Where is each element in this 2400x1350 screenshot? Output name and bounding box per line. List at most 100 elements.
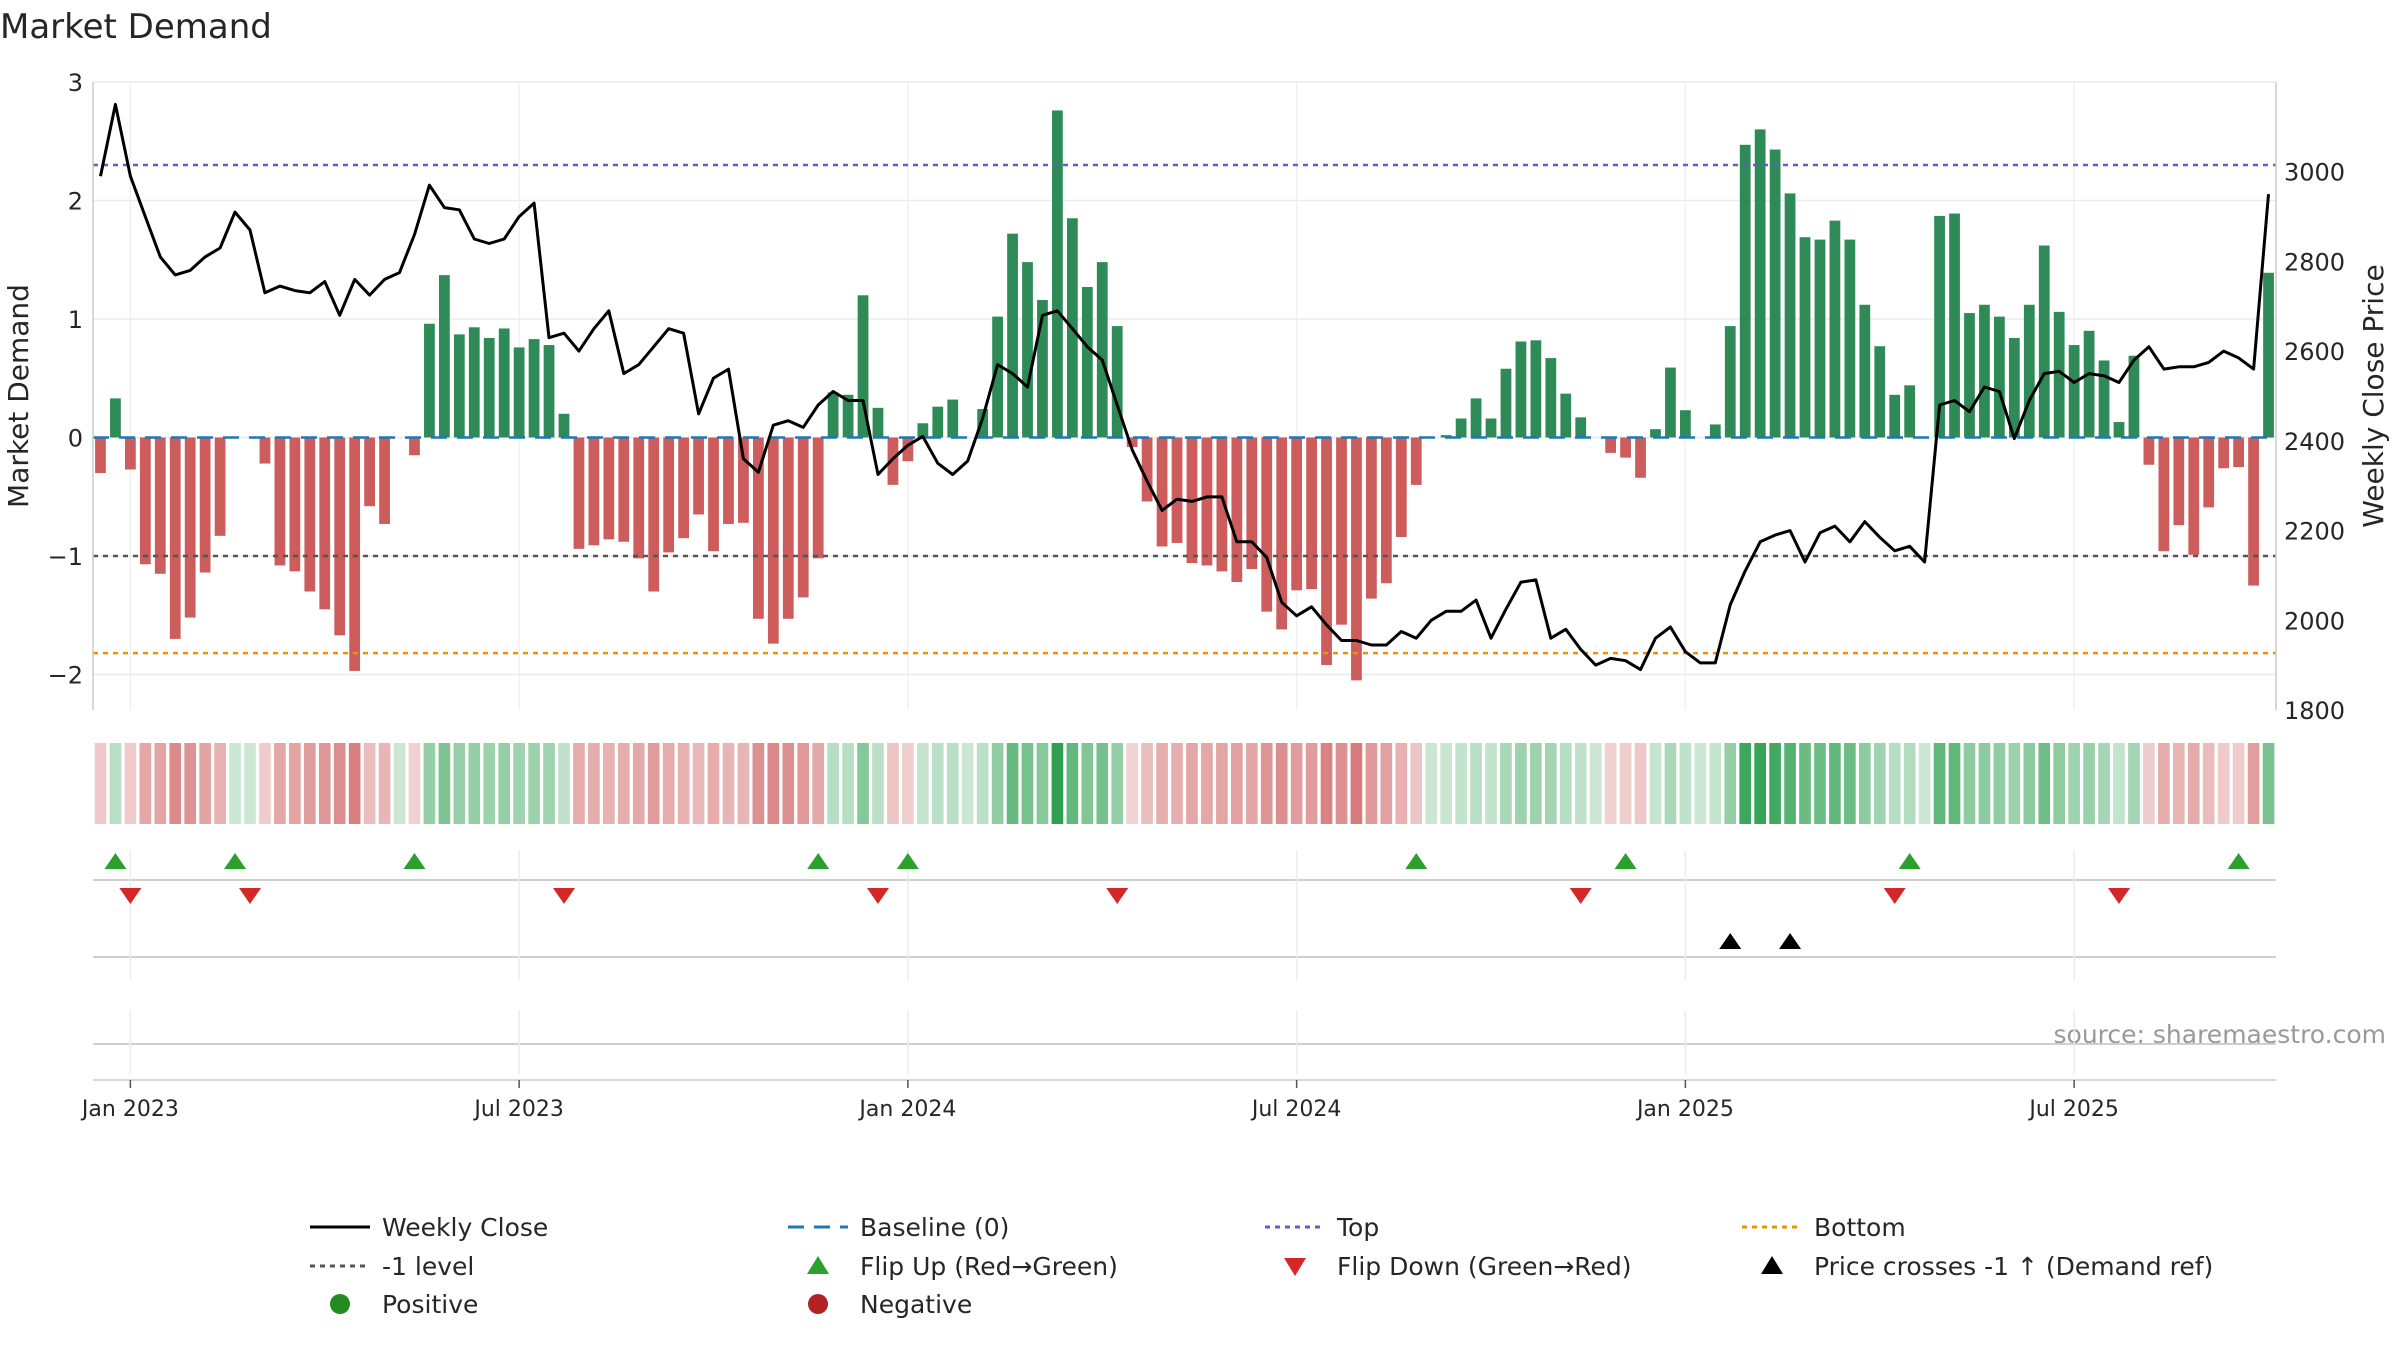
- strip-cell: [184, 743, 197, 824]
- negative-bar: [199, 437, 211, 573]
- flip-down-marker: [119, 888, 142, 904]
- positive-bar: [1889, 394, 1901, 438]
- positive-bar: [558, 413, 570, 438]
- negative-bar: [379, 437, 390, 524]
- strip-cell: [109, 743, 122, 824]
- x-tick-label: Jul 2023: [472, 1097, 564, 1122]
- negative-bar: [782, 437, 794, 619]
- positive-bar: [2023, 304, 2035, 438]
- strip-cell: [1470, 743, 1482, 824]
- flip-down-marker: [1106, 888, 1129, 904]
- strip-cell: [244, 743, 256, 824]
- positive-bar: [2098, 360, 2110, 438]
- flip-up-marker: [807, 853, 830, 869]
- strip-cell: [1933, 743, 1946, 824]
- negative-bar: [274, 437, 286, 566]
- strip-cell: [692, 743, 705, 824]
- price-series: [99, 102, 2270, 672]
- strip-cell: [2053, 743, 2066, 824]
- negative-bar: [902, 437, 914, 462]
- positive-bar: [1709, 424, 1721, 438]
- positive-bar: [1560, 393, 1572, 438]
- strip-cell: [2247, 743, 2260, 824]
- strip-cell: [274, 743, 286, 824]
- positive-bar: [1022, 262, 1033, 438]
- negative-bar: [1141, 437, 1153, 502]
- negative-bar: [1171, 437, 1183, 543]
- positive-bar: [1724, 326, 1736, 438]
- positive-bar: [1814, 239, 1826, 438]
- positive-bar: [2008, 337, 2020, 438]
- positive-bar: [1829, 220, 1841, 438]
- strip-cell: [2232, 743, 2245, 824]
- negative-bar: [1366, 437, 1377, 599]
- negative-bar: [678, 437, 689, 539]
- strip-cell: [1201, 743, 1213, 824]
- positive-bar: [1052, 110, 1063, 438]
- strip-cell: [2143, 743, 2155, 824]
- strip-cell: [154, 743, 167, 824]
- strip-cell: [1858, 743, 1871, 824]
- legend: Weekly Close Baseline (0) Top Bottom -1 leve…: [310, 1213, 2213, 1319]
- legend-label: Bottom: [1814, 1213, 1906, 1242]
- negative-bar: [588, 437, 600, 546]
- positive-bar: [1650, 429, 1661, 438]
- positive-bar: [1500, 368, 1512, 438]
- x-tick-label: Jan 2024: [857, 1097, 956, 1122]
- negative-bar: [663, 437, 675, 553]
- strip-cell: [1634, 743, 1647, 824]
- strip-cell: [722, 743, 735, 824]
- negative-bar: [334, 437, 346, 636]
- strip-cell: [1365, 743, 1378, 824]
- positive-bar: [932, 406, 944, 438]
- positive-bar: [2083, 330, 2095, 438]
- strip-cell: [842, 743, 854, 824]
- demand-color-strip: [94, 743, 2275, 824]
- strip-cell: [408, 743, 421, 824]
- legend-flip-down-icon: [1284, 1258, 1306, 1276]
- strip-cell: [2202, 743, 2215, 824]
- positive-bar: [1470, 398, 1482, 438]
- strip-cell: [1709, 743, 1722, 824]
- y-tick-label: 2: [68, 187, 83, 215]
- y2-tick-label: 1800: [2284, 697, 2345, 725]
- strip-cell: [991, 743, 1004, 824]
- negative-bar: [1620, 437, 1631, 458]
- negative-bar: [2218, 437, 2230, 469]
- strip-cell: [558, 743, 570, 824]
- positive-bar: [977, 409, 989, 438]
- flip-down-marker: [1569, 888, 1592, 904]
- strip-cell: [1694, 743, 1707, 824]
- negative-bar: [1380, 437, 1392, 584]
- strip-cell: [1918, 743, 1931, 824]
- y-axis-label: Market Demand: [2, 284, 35, 508]
- strip-cell: [707, 743, 720, 824]
- strip-cell: [812, 743, 825, 824]
- strip-cell: [573, 743, 585, 824]
- positive-bar: [513, 347, 525, 438]
- strip-cell: [124, 743, 137, 824]
- strip-cell: [917, 743, 929, 824]
- strip-cell: [782, 743, 795, 824]
- strip-cell: [677, 743, 690, 824]
- strip-cell: [2187, 743, 2200, 824]
- negative-bar: [214, 437, 226, 536]
- negative-bar: [1321, 437, 1332, 665]
- legend-label: Price crosses -1 ↑ (Demand ref): [1814, 1252, 2213, 1281]
- strip-cell: [1589, 743, 1602, 824]
- strip-cell: [139, 743, 152, 824]
- negative-bar: [1410, 437, 1422, 485]
- negative-bar: [1261, 437, 1273, 612]
- flip-up-marker: [403, 853, 426, 869]
- positive-bar: [483, 337, 495, 438]
- negative-bar: [1605, 437, 1617, 453]
- negative-bar: [1306, 437, 1317, 590]
- negative-bar: [648, 437, 660, 592]
- negative-bar: [1216, 437, 1228, 572]
- x-tick-label: Jan 2023: [80, 1097, 179, 1122]
- negative-bar: [154, 437, 166, 574]
- negative-bar: [139, 437, 151, 565]
- strip-cell: [1530, 743, 1542, 824]
- positive-bar: [1545, 358, 1557, 438]
